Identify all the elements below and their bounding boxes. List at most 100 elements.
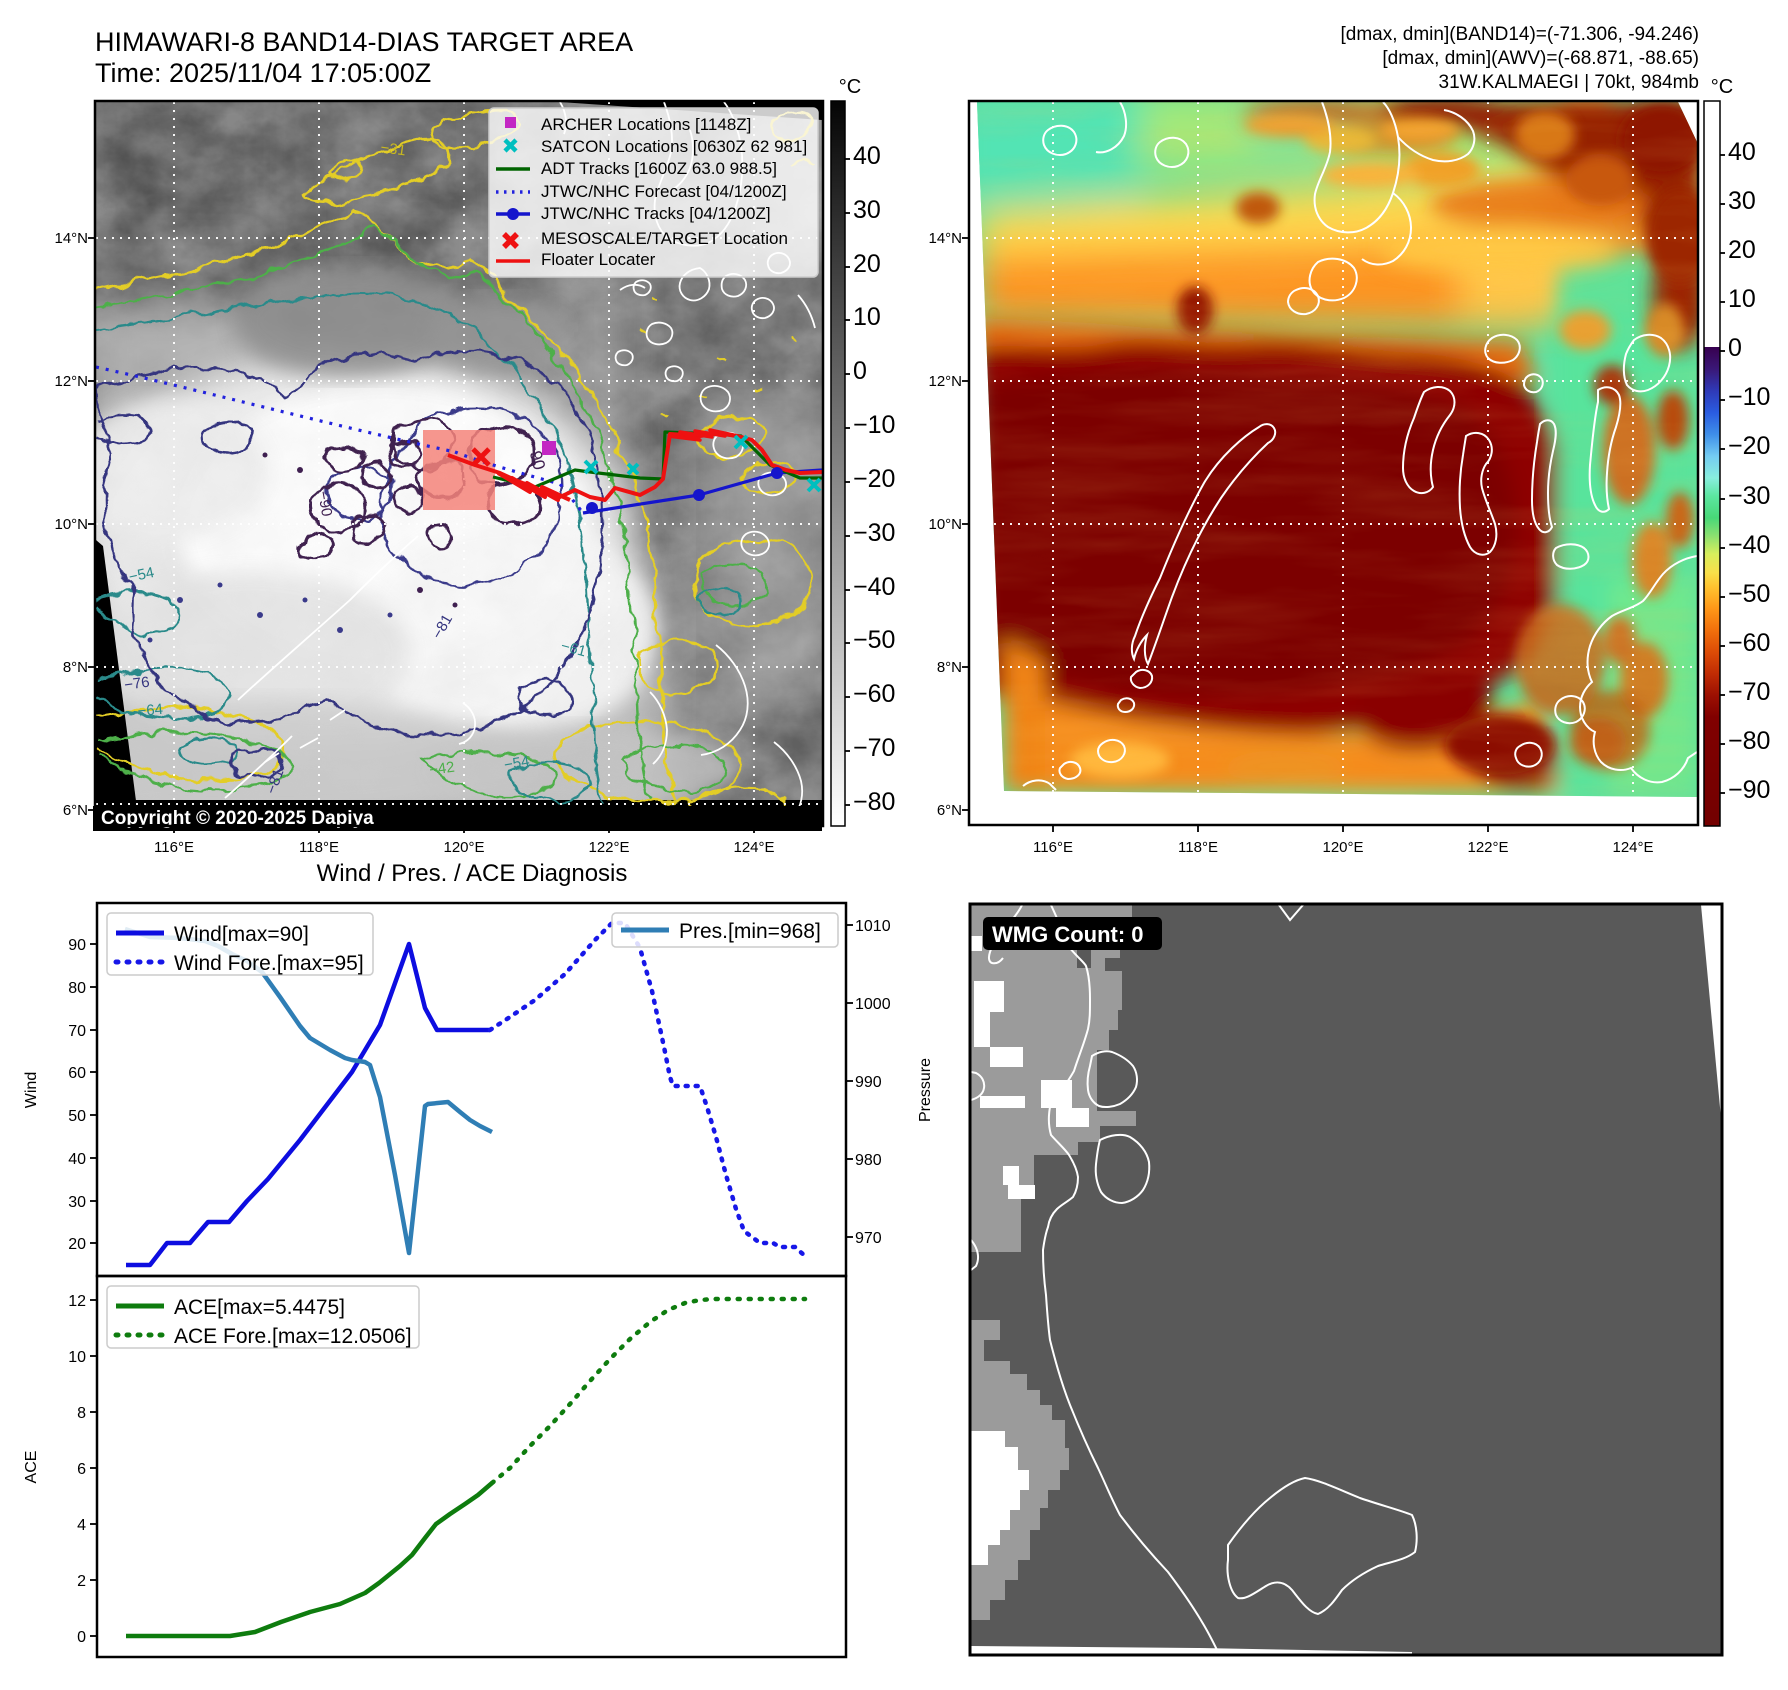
svg-text:122°E: 122°E: [588, 839, 629, 856]
svg-text:10°N: 10°N: [54, 516, 88, 533]
svg-text:31W.KALMAEGI | 70kt, 984mb: 31W.KALMAEGI | 70kt, 984mb: [1439, 72, 1700, 93]
svg-text:10°N: 10°N: [928, 516, 962, 533]
svg-text:−40: −40: [1728, 531, 1770, 559]
svg-text:ADT Tracks [1600Z 63.0 988.5]: ADT Tracks [1600Z 63.0 988.5]: [541, 159, 777, 178]
svg-text:−30: −30: [853, 519, 895, 547]
svg-text:−31: −31: [379, 139, 407, 159]
svg-text:Pressure: Pressure: [917, 1058, 934, 1122]
svg-text:120°E: 120°E: [1322, 839, 1363, 856]
svg-text:120°E: 120°E: [443, 839, 484, 856]
svg-text:8: 8: [77, 1405, 86, 1422]
svg-text:−50: −50: [853, 626, 895, 654]
svg-text:1010: 1010: [855, 918, 891, 935]
svg-text:14°N: 14°N: [54, 230, 88, 247]
svg-text:10: 10: [68, 1349, 86, 1366]
svg-text:30: 30: [68, 1194, 86, 1211]
svg-text:JTWC/NHC Tracks [04/1200Z]: JTWC/NHC Tracks [04/1200Z]: [541, 204, 771, 223]
svg-text:50: 50: [68, 1108, 86, 1125]
svg-text:[dmax, dmin](AWV)=(-68.871, -8: [dmax, dmin](AWV)=(-68.871, -88.65): [1382, 48, 1699, 69]
svg-text:124°E: 124°E: [1612, 839, 1653, 856]
svg-text:[dmax, dmin](BAND14)=(-71.306,: [dmax, dmin](BAND14)=(-71.306, -94.246): [1340, 24, 1699, 45]
svg-text:ACE: ACE: [23, 1451, 40, 1484]
svg-text:80: 80: [68, 980, 86, 997]
svg-text:−10: −10: [1728, 383, 1770, 411]
svg-text:30: 30: [1728, 187, 1756, 215]
svg-text:70: 70: [68, 1023, 86, 1040]
svg-text:Time: 2025/11/04 17:05:00Z: Time: 2025/11/04 17:05:00Z: [95, 58, 431, 88]
svg-text:40: 40: [1728, 138, 1756, 166]
svg-text:−20: −20: [853, 465, 895, 493]
svg-text:980: 980: [855, 1152, 882, 1169]
svg-text:ACE Fore.[max=12.0506]: ACE Fore.[max=12.0506]: [174, 1325, 412, 1348]
svg-text:−10: −10: [853, 411, 895, 439]
svg-text:6°N: 6°N: [63, 802, 88, 819]
svg-text:10: 10: [853, 303, 881, 331]
svg-text:ACE[max=5.4475]: ACE[max=5.4475]: [174, 1296, 345, 1319]
svg-text:116°E: 116°E: [1033, 839, 1073, 856]
svg-text:−60: −60: [1728, 629, 1770, 657]
svg-text:30: 30: [853, 196, 881, 224]
svg-text:1000: 1000: [855, 996, 891, 1013]
svg-text:8°N: 8°N: [937, 659, 962, 676]
svg-text:−54: −54: [503, 753, 531, 774]
svg-text:Wind / Pres. / ACE Diagnosis: Wind / Pres. / ACE Diagnosis: [317, 860, 628, 887]
svg-text:12°N: 12°N: [54, 373, 88, 390]
svg-text:−42: −42: [428, 759, 456, 779]
svg-text:8°N: 8°N: [63, 659, 88, 676]
svg-text:−61: −61: [559, 637, 588, 660]
svg-text:Floater Locater: Floater Locater: [541, 250, 656, 269]
svg-text:−70: −70: [1728, 678, 1770, 706]
svg-text:40: 40: [68, 1151, 86, 1168]
svg-text:2: 2: [77, 1573, 86, 1590]
svg-text:0: 0: [77, 1629, 86, 1646]
svg-text:MESOSCALE/TARGET Location: MESOSCALE/TARGET Location: [541, 229, 788, 248]
svg-text:12: 12: [68, 1293, 86, 1310]
svg-text:990: 990: [855, 1074, 882, 1091]
svg-text:−90: −90: [314, 490, 335, 518]
svg-text:−54: −54: [127, 564, 155, 586]
svg-text:−20: −20: [1728, 432, 1770, 460]
svg-text:°C: °C: [839, 76, 861, 98]
svg-text:°C: °C: [1711, 76, 1733, 98]
svg-text:6: 6: [77, 1461, 86, 1478]
svg-text:HIMAWARI-8 BAND14-DIAS TARGET: HIMAWARI-8 BAND14-DIAS TARGET AREA: [95, 27, 633, 57]
svg-text:20: 20: [68, 1236, 86, 1253]
svg-text:−40: −40: [853, 573, 895, 601]
svg-text:14°N: 14°N: [928, 230, 962, 247]
svg-text:−80: −80: [1728, 727, 1770, 755]
svg-text:Pres.[min=968]: Pres.[min=968]: [679, 920, 821, 943]
svg-text:Copyright © 2020-2025 Dapiya: Copyright © 2020-2025 Dapiya: [101, 808, 374, 829]
svg-text:−76: −76: [123, 674, 151, 694]
svg-text:116°E: 116°E: [154, 839, 194, 856]
svg-text:−90: −90: [1728, 776, 1770, 804]
svg-text:12°N: 12°N: [928, 373, 962, 390]
svg-text:60: 60: [68, 1065, 86, 1082]
svg-text:−50: −50: [1728, 580, 1770, 608]
svg-text:122°E: 122°E: [1467, 839, 1508, 856]
svg-text:−30: −30: [1728, 482, 1770, 510]
svg-text:40: 40: [853, 142, 881, 170]
svg-text:ARCHER Locations [1148Z]: ARCHER Locations [1148Z]: [541, 115, 751, 134]
svg-text:SATCON Locations [0630Z 62 981: SATCON Locations [0630Z 62 981]: [541, 137, 807, 156]
svg-text:JTWC/NHC Forecast [04/1200Z]: JTWC/NHC Forecast [04/1200Z]: [541, 182, 787, 201]
svg-text:Wind Fore.[max=95]: Wind Fore.[max=95]: [174, 952, 364, 975]
svg-text:118°E: 118°E: [299, 839, 339, 856]
svg-text:Wind: Wind: [23, 1072, 40, 1108]
svg-text:6°N: 6°N: [937, 802, 962, 819]
svg-text:10: 10: [1728, 285, 1756, 313]
svg-text:−64: −64: [137, 701, 164, 720]
svg-text:118°E: 118°E: [1178, 839, 1218, 856]
svg-text:90: 90: [68, 937, 86, 954]
svg-text:124°E: 124°E: [733, 839, 774, 856]
svg-text:4: 4: [77, 1517, 86, 1534]
svg-text:0: 0: [1728, 334, 1742, 362]
svg-text:−70: −70: [853, 734, 895, 762]
svg-text:20: 20: [853, 250, 881, 278]
svg-text:20: 20: [1728, 236, 1756, 264]
svg-text:−60: −60: [853, 680, 895, 708]
svg-text:−80: −80: [853, 788, 895, 816]
svg-text:WMG Count: 0: WMG Count: 0: [992, 922, 1144, 947]
svg-text:Wind[max=90]: Wind[max=90]: [174, 923, 309, 946]
svg-text:970: 970: [855, 1230, 882, 1247]
svg-text:0: 0: [853, 357, 867, 385]
